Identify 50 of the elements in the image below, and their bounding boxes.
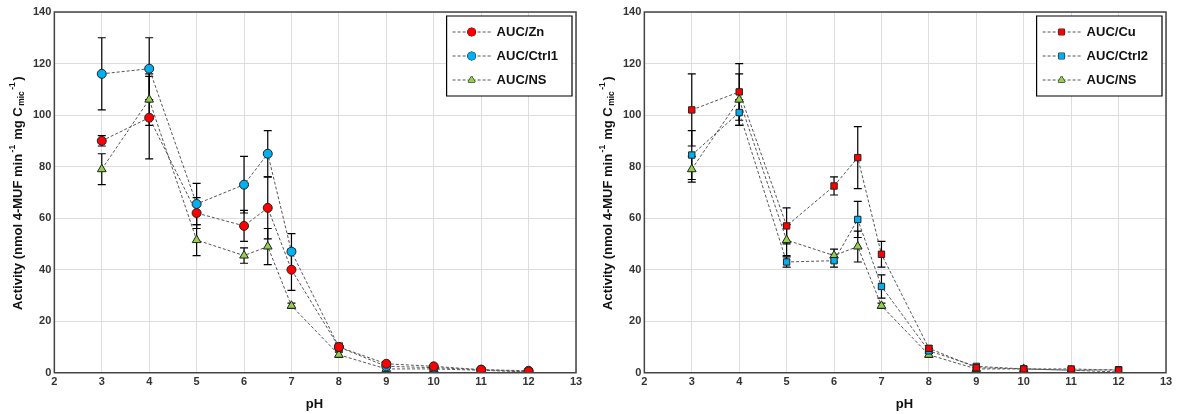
y-tick-label: 80 bbox=[629, 159, 642, 172]
x-tick-label: 5 bbox=[193, 375, 200, 388]
x-tick-label: 12 bbox=[1112, 375, 1125, 388]
y-tick-label: 0 bbox=[635, 365, 642, 378]
x-tick-label: 8 bbox=[335, 375, 342, 388]
legend-label: AUC/Ctrl1 bbox=[496, 47, 559, 63]
x-tick-label: 11 bbox=[475, 375, 487, 388]
x-tick-label: 7 bbox=[878, 375, 885, 388]
x-tick-label: 10 bbox=[1017, 375, 1030, 388]
y-tick-label: 60 bbox=[39, 211, 52, 224]
y-tick-label: 60 bbox=[629, 211, 642, 224]
x-tick-label: 10 bbox=[427, 375, 440, 388]
legend-label: AUC/Cu bbox=[1086, 23, 1136, 39]
y-tick-label: 0 bbox=[45, 365, 52, 378]
x-tick-label: 9 bbox=[383, 375, 390, 388]
y-tick-label: 40 bbox=[39, 262, 52, 275]
legend-label: AUC/Zn bbox=[496, 23, 545, 39]
x-tick-label: 2 bbox=[51, 375, 58, 388]
x-axis-title: pH bbox=[305, 395, 324, 411]
y-tick-label: 20 bbox=[39, 314, 52, 327]
y-tick-label: 100 bbox=[32, 108, 52, 121]
x-tick-label: 3 bbox=[98, 375, 105, 388]
x-tick-label: 11 bbox=[1065, 375, 1077, 388]
x-tick-label: 13 bbox=[1159, 375, 1173, 388]
y-tick-label: 140 bbox=[32, 5, 52, 18]
y-tick-label: 40 bbox=[629, 262, 642, 275]
legend-label: AUC/Ctrl2 bbox=[1086, 47, 1149, 63]
x-tick-label: 7 bbox=[288, 375, 295, 388]
legend-label: AUC/NS bbox=[1086, 71, 1137, 87]
y-tick-label: 140 bbox=[622, 5, 642, 18]
y-tick-label: 80 bbox=[39, 159, 52, 172]
x-tick-label: 3 bbox=[688, 375, 695, 388]
y-tick-label: 20 bbox=[629, 314, 642, 327]
x-tick-label: 4 bbox=[736, 375, 744, 388]
x-tick-label: 4 bbox=[146, 375, 154, 388]
y-tick-label: 120 bbox=[32, 56, 52, 69]
y-tick-label: 100 bbox=[622, 108, 642, 121]
y-axis-title: Activity (nmol 4-MUF min-1 mg Cmic-1) bbox=[597, 76, 616, 310]
x-tick-label: 6 bbox=[830, 375, 838, 388]
x-tick-label: 12 bbox=[522, 375, 535, 388]
x-tick-label: 9 bbox=[973, 375, 980, 388]
x-axis-title: pH bbox=[895, 395, 914, 411]
y-tick-label: 120 bbox=[622, 56, 642, 69]
x-tick-label: 8 bbox=[925, 375, 932, 388]
x-tick-label: 2 bbox=[641, 375, 648, 388]
x-tick-label: 6 bbox=[240, 375, 248, 388]
y-axis-title: Activity (nmol 4-MUF min-1 mg Cmic-1) bbox=[7, 76, 26, 310]
x-tick-label: 5 bbox=[783, 375, 790, 388]
legend-label: AUC/NS bbox=[496, 71, 547, 87]
x-tick-label: 13 bbox=[569, 375, 583, 388]
